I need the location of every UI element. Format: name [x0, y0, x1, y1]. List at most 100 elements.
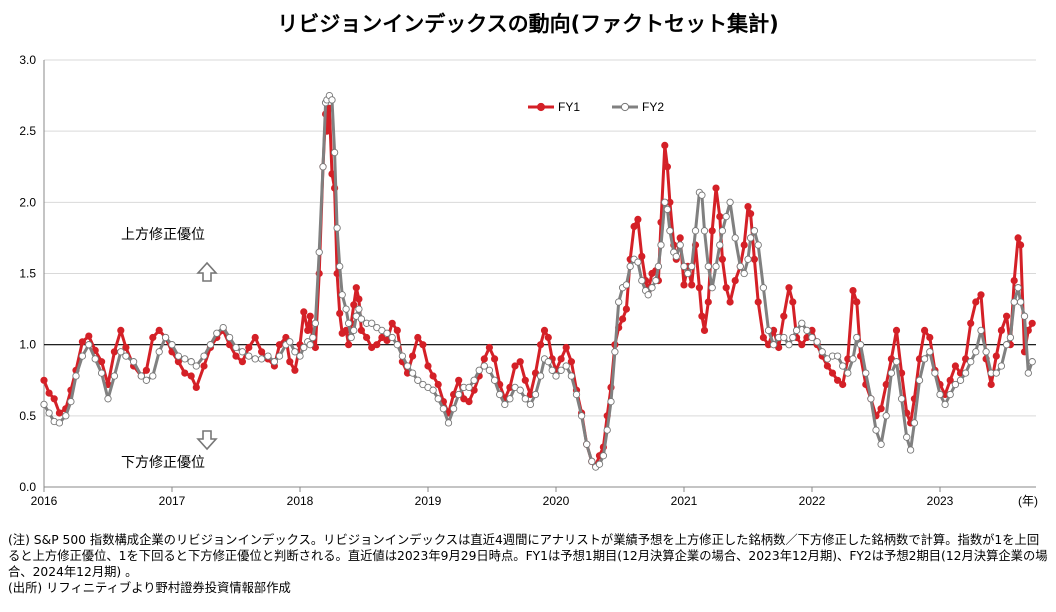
data-point-fy2 — [300, 343, 308, 352]
data-point-fy2 — [355, 305, 363, 313]
data-point-fy2 — [856, 341, 865, 349]
data-point-fy2 — [219, 323, 227, 332]
series-line-fy2 — [42, 94, 1034, 469]
annotations: 上方修正優位 下方修正優位 — [121, 227, 218, 471]
data-point-fy2 — [562, 362, 570, 370]
data-point-fy1 — [419, 341, 427, 349]
data-point-fy1 — [344, 341, 353, 349]
data-point-fy1 — [355, 295, 363, 303]
x-tick-label: 2021 — [671, 494, 698, 508]
data-point-fy2 — [342, 305, 350, 313]
chart-title: リビジョンインデックスの動向(ファクトセット集計) — [277, 12, 779, 36]
data-point-fy2 — [626, 262, 634, 271]
data-point-fy2 — [931, 369, 939, 377]
data-point-fy2 — [764, 326, 773, 335]
data-point-fy2 — [142, 376, 151, 384]
data-point-fy2 — [336, 262, 344, 271]
data-point-fy2 — [383, 329, 391, 337]
data-point-fy1 — [1002, 312, 1011, 320]
data-point-fy1 — [562, 343, 570, 352]
lower-annotation: 下方修正優位 — [121, 455, 205, 471]
data-point-fy2 — [465, 383, 473, 392]
data-point-fy2 — [257, 355, 266, 363]
data-point-fy1 — [828, 369, 837, 377]
data-point-fy2 — [780, 333, 788, 342]
x-tick-label: 2017 — [159, 494, 186, 508]
data-point-fy1 — [977, 291, 985, 299]
data-point-fy1 — [304, 326, 312, 334]
data-point-fy2 — [789, 333, 797, 342]
x-tick-label: 2020 — [543, 494, 570, 508]
data-point-fy2 — [330, 148, 339, 157]
data-point-fy2 — [798, 319, 806, 327]
data-point-fy1 — [306, 312, 314, 320]
data-point-fy2 — [887, 369, 896, 377]
data-point-fy2 — [350, 326, 358, 335]
data-point-fy1 — [718, 255, 727, 263]
data-point-fy2 — [583, 440, 591, 448]
data-point-fy1 — [920, 326, 929, 334]
data-point-fy1 — [238, 358, 246, 366]
data-point-fy2 — [688, 262, 696, 271]
data-point-fy1 — [511, 362, 519, 370]
data-point-fy2 — [506, 395, 514, 403]
data-point-fy2 — [708, 284, 716, 292]
data-point-fy2 — [291, 348, 299, 356]
data-point-fy2 — [275, 352, 284, 360]
data-point-fy1 — [200, 362, 208, 370]
data-point-fy2 — [882, 412, 890, 420]
data-point-fy2 — [149, 372, 157, 380]
data-point-fy1 — [181, 369, 189, 377]
data-point-fy1 — [789, 298, 797, 306]
data-point-fy2 — [956, 376, 965, 384]
data-point-fy1 — [987, 380, 995, 389]
data-point-fy2 — [813, 338, 821, 346]
data-point-fy1 — [708, 227, 716, 235]
data-point-fy1 — [951, 362, 960, 370]
data-point-fy2 — [588, 457, 596, 466]
data-point-fy1 — [740, 241, 748, 249]
data-point-fy1 — [485, 343, 493, 352]
data-point-fy2 — [403, 362, 412, 370]
data-point-fy1 — [798, 341, 806, 349]
data-point-fy2 — [726, 198, 734, 206]
data-point-fy1 — [892, 326, 901, 334]
data-point-fy1 — [192, 383, 200, 391]
data-point-fy2 — [40, 400, 48, 409]
data-point-fy2 — [684, 269, 692, 278]
data-point-fy1 — [357, 326, 365, 334]
data-point-fy1 — [853, 298, 861, 306]
data-point-fy1 — [700, 326, 709, 334]
data-point-fy2 — [200, 352, 208, 360]
data-point-fy1 — [676, 234, 684, 242]
data-point-fy1 — [257, 348, 266, 356]
data-point-fy2 — [972, 348, 980, 356]
data-point-fy1 — [187, 372, 195, 380]
series-line-fy1 — [42, 106, 1034, 468]
data-point-fy2 — [117, 348, 125, 356]
data-point-fy1 — [746, 210, 755, 218]
data-point-fy1 — [373, 341, 381, 349]
data-point-fy2 — [803, 326, 811, 335]
data-point-fy2 — [680, 262, 688, 271]
data-point-fy2 — [1028, 358, 1036, 366]
data-point-fy1 — [480, 355, 488, 363]
data-point-fy2 — [544, 358, 552, 366]
data-point-fy2 — [607, 397, 615, 406]
data-point-fy2 — [91, 355, 99, 363]
data-point-fy2 — [644, 291, 652, 299]
data-point-fy1 — [833, 376, 842, 384]
data-point-fy2 — [638, 276, 646, 285]
data-point-fy2 — [818, 348, 826, 356]
data-point-fy1 — [142, 366, 150, 374]
data-point-fy1 — [117, 326, 125, 334]
legend: FY1 FY2 — [528, 100, 664, 114]
data-point-fy2 — [718, 227, 727, 235]
data-point-fy2 — [110, 372, 119, 380]
data-point-fy1 — [567, 358, 576, 366]
data-point-fy2 — [892, 358, 901, 366]
data-point-fy2 — [72, 372, 80, 380]
data-point-fy2 — [470, 376, 478, 384]
data-point-fy1 — [849, 287, 857, 295]
data-point-fy2 — [1010, 298, 1018, 306]
